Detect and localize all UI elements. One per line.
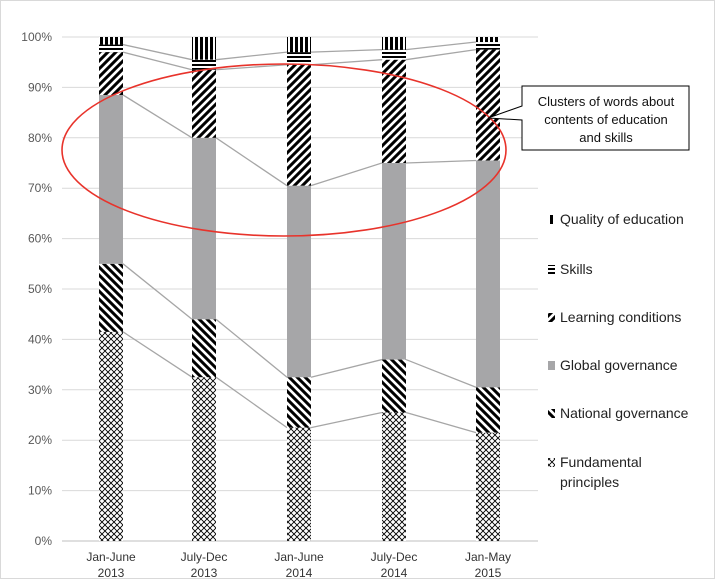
- series-connector: [310, 59, 383, 66]
- series-connector: [310, 411, 383, 429]
- bar-segment: [382, 37, 406, 50]
- bar-segment: [382, 359, 406, 413]
- bar-segment: [287, 52, 311, 65]
- series-connector: [405, 41, 477, 51]
- bar-segment: [192, 37, 216, 60]
- series-connector: [122, 263, 193, 320]
- y-tick-label: 80%: [28, 131, 52, 145]
- y-tick-label: 100%: [21, 30, 52, 44]
- series-connector: [215, 51, 288, 61]
- x-tick-label: July-Dec 2013: [181, 550, 228, 579]
- y-tick-label: 20%: [28, 433, 52, 447]
- y-tick-label: 70%: [28, 181, 52, 195]
- x-tick-label: Jan-May 2015: [465, 550, 511, 579]
- annotation-text: Clusters of words about: [538, 94, 675, 109]
- y-tick-label: 30%: [28, 383, 52, 397]
- bar-segment: [99, 37, 123, 45]
- x-tick-label: July-Dec 2014: [371, 550, 418, 579]
- series-connector: [122, 43, 193, 61]
- bar-segment: [382, 49, 406, 60]
- legend-swatch: [548, 409, 555, 418]
- y-tick-label: 50%: [28, 282, 52, 296]
- x-tick-label: Jan-June 2014: [274, 550, 324, 579]
- annotation-callout: [487, 85, 690, 151]
- bar-segment: [476, 37, 500, 43]
- series-connector: [310, 358, 383, 378]
- bar-segment: [99, 94, 123, 264]
- bar-segment: [287, 427, 311, 541]
- bar-segment: [192, 377, 216, 541]
- annotation-text: contents of education: [544, 112, 668, 127]
- series-connector: [215, 64, 288, 71]
- series-connector: [215, 376, 288, 429]
- series-connector: [122, 51, 193, 71]
- bar-segment: [99, 44, 123, 53]
- series-connector: [405, 358, 477, 388]
- bar-segment: [476, 387, 500, 433]
- bar-segment: [192, 69, 216, 138]
- bar-segment: [99, 263, 123, 332]
- bar-segment: [382, 163, 406, 360]
- series-connector: [405, 159, 477, 164]
- series-connector: [405, 48, 477, 61]
- bar-segment: [476, 432, 500, 541]
- legend-label: Quality of education: [560, 211, 684, 227]
- bar-segment: [287, 185, 311, 378]
- bar-segment: [287, 64, 311, 186]
- x-tick-label: Jan-June 2013: [86, 550, 136, 579]
- legend-label: National governance: [560, 405, 689, 421]
- legend-swatch: [548, 313, 555, 322]
- bar-segment: [99, 331, 123, 541]
- legend-label: Global governance: [560, 357, 678, 373]
- series-connector: [405, 411, 477, 434]
- series-connector: [215, 137, 288, 187]
- legend-swatch: [548, 215, 555, 224]
- bar-segment: [382, 412, 406, 541]
- y-tick-label: 40%: [28, 332, 52, 346]
- annotation-text: and skills: [579, 130, 633, 145]
- series-connector: [122, 331, 193, 378]
- series-connector: [310, 48, 383, 53]
- series-connector: [310, 162, 383, 187]
- bar-segment: [192, 319, 216, 378]
- y-tick-label: 90%: [28, 80, 52, 94]
- legend-swatch: [548, 265, 555, 274]
- bar-segment: [287, 377, 311, 428]
- y-tick-label: 0%: [35, 534, 53, 548]
- legend-label: Fundamental principles: [560, 454, 642, 490]
- legend-swatch: [548, 361, 555, 370]
- annotation-ellipse: [61, 63, 507, 237]
- series-connector: [215, 318, 288, 378]
- y-tick-label: 60%: [28, 232, 52, 246]
- bar-segment: [476, 42, 500, 50]
- legend-label: Learning conditions: [560, 309, 681, 325]
- bar-segment: [192, 59, 216, 70]
- bar-segment: [476, 160, 500, 388]
- y-tick-label: 10%: [28, 484, 52, 498]
- legend-label: Skills: [560, 261, 593, 277]
- series-connector: [122, 94, 193, 139]
- legend-swatch: [548, 458, 555, 467]
- bar-segment: [476, 49, 500, 161]
- bar-segment: [287, 37, 311, 53]
- bar-segment: [99, 52, 123, 95]
